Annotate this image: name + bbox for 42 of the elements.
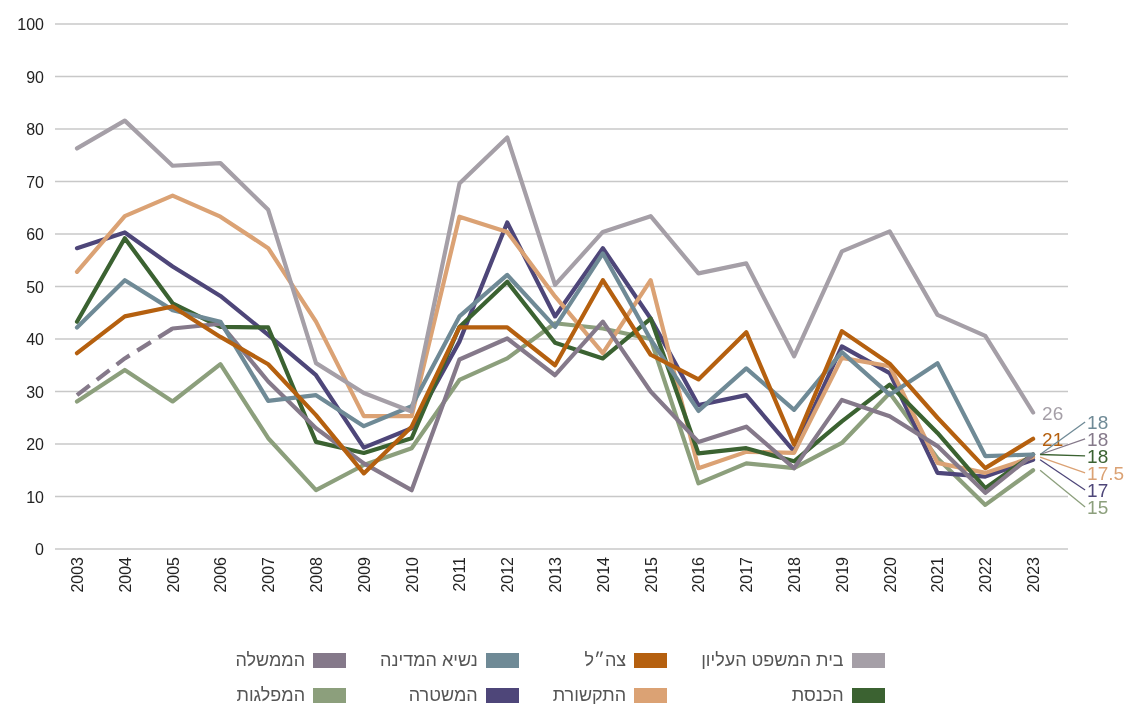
data-label: 26 — [1042, 402, 1064, 424]
x-tick-label: 2011 — [451, 556, 469, 592]
legend-label: הכנסת — [791, 685, 844, 706]
legend-label: צה״ל — [584, 650, 627, 671]
x-tick-label: 2019 — [833, 556, 851, 593]
x-tick-label: 2005 — [164, 556, 182, 593]
y-tick-label: 80 — [26, 121, 45, 138]
y-tick-label: 0 — [35, 541, 45, 558]
legend-label: המפלגות — [236, 685, 306, 706]
y-tick-label: 10 — [26, 488, 45, 506]
x-tick-label: 2017 — [738, 556, 756, 593]
x-tick-label: 2007 — [260, 556, 278, 593]
x-tick-label: 2016 — [690, 556, 708, 593]
x-tick-label: 2021 — [929, 556, 947, 593]
x-tick-label: 2008 — [308, 556, 326, 593]
x-tick-label: 2014 — [594, 556, 612, 593]
x-tick-label: 2003 — [68, 556, 86, 593]
y-tick-label: 100 — [17, 16, 45, 33]
x-tick-label: 2004 — [116, 556, 134, 593]
y-tick-label: 20 — [26, 436, 45, 453]
x-tick-label: 2009 — [355, 556, 373, 593]
x-tick-label: 2013 — [547, 556, 565, 593]
data-label: 21 — [1042, 428, 1064, 450]
x-tick-label: 2018 — [786, 556, 804, 593]
y-tick-label: 50 — [26, 278, 45, 296]
y-tick-label: 40 — [26, 331, 45, 348]
x-tick-label: 2006 — [212, 556, 230, 593]
y-tick-label: 90 — [26, 68, 45, 86]
legend-label: בית המשפט העליון — [701, 650, 844, 671]
legend-label: המשטרה — [408, 685, 478, 706]
legend-label: נשיא המדינה — [380, 650, 478, 671]
legend-label: הממשלה — [235, 650, 306, 671]
y-tick-label: 60 — [26, 226, 45, 243]
x-tick-label: 2020 — [881, 556, 899, 593]
x-tick-label: 2023 — [1025, 556, 1043, 593]
x-tick-label: 2012 — [499, 556, 517, 593]
legend-label: התקשורת — [552, 685, 627, 706]
y-tick-label: 30 — [26, 383, 45, 401]
x-tick-label: 2015 — [642, 556, 660, 593]
y-tick-label: 70 — [26, 173, 45, 191]
x-tick-label: 2010 — [403, 556, 421, 593]
x-tick-label: 2022 — [977, 556, 995, 593]
